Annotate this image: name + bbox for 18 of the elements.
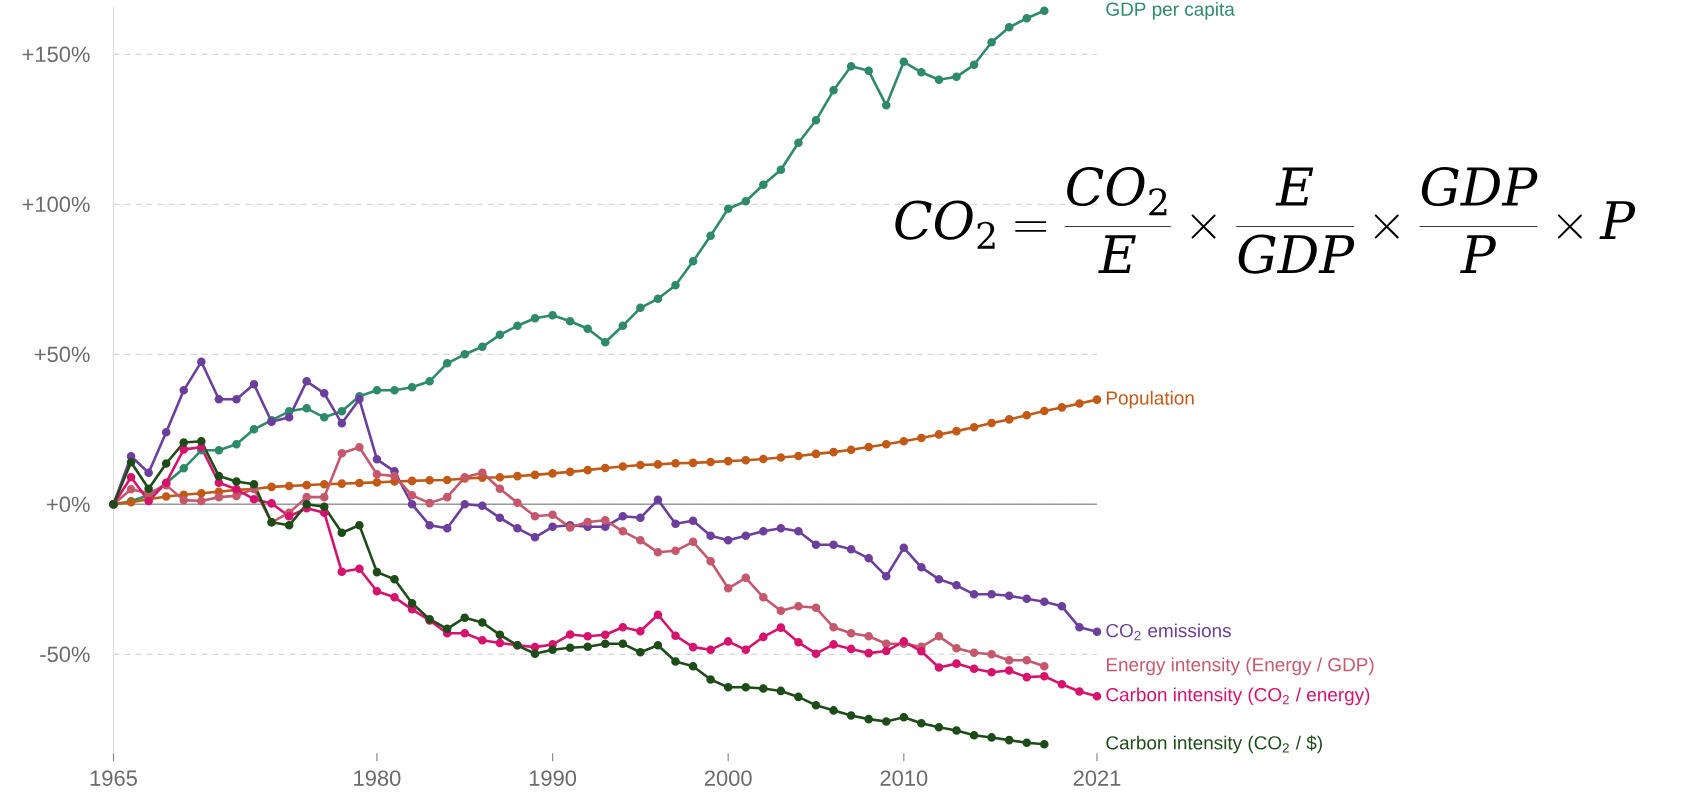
series-label: CO$_{2}$ emissions [1106, 623, 1231, 641]
x-tick-label: 1965 [90, 770, 137, 787]
text: Energy intensity (Energy / GDP) [1106, 657, 1374, 676]
y-tick-label: +150% [22, 46, 90, 63]
x-tick-label: 2021 [1073, 770, 1121, 787]
y-tick-label: +100% [22, 196, 90, 213]
series-label: Population [1106, 391, 1194, 409]
series-label: Carbon intensity (CO$_{2}$ / energy) [1106, 687, 1370, 706]
x-tick-label: 2010 [880, 770, 928, 787]
text: GDP per capita [1106, 2, 1235, 20]
annotation: $CO_2=\frac{CO_2}{E}\times\frac{E}{GDP}\times\frac{GDP}{P}\times P$ [895, 167, 1636, 274]
y-tick-label: +50% [34, 346, 90, 363]
x-tick-label: 2000 [704, 770, 752, 787]
x-tick-label: 1990 [529, 770, 577, 787]
y-tick-label: -50% [40, 646, 90, 663]
text: Carbon intensity (CO$_{2}$ / $) [1106, 735, 1322, 754]
x-tick-label: 1980 [354, 770, 401, 787]
y-tick-label: +0% [47, 496, 90, 513]
